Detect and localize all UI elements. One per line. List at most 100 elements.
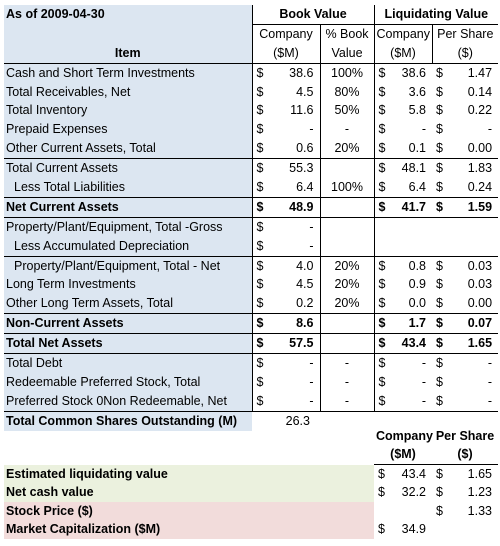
lv-currency — [373, 217, 393, 237]
table-row: Total Net Assets $57.5 $43.4 $1.65 — [4, 333, 499, 355]
pct-book: 20% — [319, 294, 375, 314]
table-row: Other Current Assets, Total $0.6 20% $0.1 $0… — [4, 139, 498, 159]
ps-currency: $ — [436, 65, 443, 80]
lv-per-share: - — [487, 355, 493, 370]
lv-company: 5.8 — [408, 103, 427, 118]
book-value: - — [309, 238, 314, 253]
lv-currency: $ — [373, 372, 393, 392]
pct-book: - — [319, 120, 375, 140]
summary-per-share-currency — [432, 521, 450, 540]
book-value: - — [309, 122, 314, 137]
row-label: Property/Plant/Equipment, Total -Gross — [4, 217, 252, 237]
table-row: Preferred Stock 0Non Redeemable, Net $ - - $… — [4, 391, 498, 412]
lv-per-share: 1.59 — [450, 196, 499, 218]
ps-currency: $ — [436, 141, 443, 156]
summary-per-share-value: 1.23 — [467, 485, 493, 500]
pct-book: 50% — [319, 101, 375, 121]
pct-book — [319, 158, 375, 179]
lv-per-share: - — [487, 393, 493, 408]
lv-per-share: - — [487, 122, 493, 137]
ps-currency: $ — [432, 313, 451, 335]
lv-company: 1.7 — [392, 313, 433, 335]
lv-per-share: 0.14 — [467, 84, 493, 99]
lv-per-share: 0.22 — [467, 103, 493, 118]
lv-company: 38.6 — [401, 65, 427, 80]
liquidating-value-header: Liquidating Value — [373, 5, 499, 25]
row-label: Cash and Short Term Investments — [4, 63, 252, 83]
lv-per-share: 1.83 — [450, 158, 499, 179]
book-currency: $ — [251, 158, 270, 179]
table-row: Total Inventory $11.6 50% $5.8 $0.22 — [4, 101, 498, 121]
summary-per-share-value — [450, 521, 498, 540]
book-value: 38.6 — [289, 65, 314, 80]
lv-per-share: 0.03 — [467, 277, 493, 292]
table-row: Cash and Short Term Investments $38.6 100%… — [4, 63, 498, 83]
ps-currency: $ — [436, 84, 443, 99]
summary-company-currency: $ — [378, 522, 385, 537]
lv-company: 41.7 — [392, 196, 433, 218]
book-currency: $ — [251, 101, 270, 121]
book-currency: $ — [251, 313, 270, 335]
book-value: 4.0 — [270, 255, 320, 276]
table-row: Long Term Investments $4.5 20% $0.9 $0.03 — [4, 275, 498, 295]
lv-currency: $ — [373, 101, 393, 121]
book-value: 55.3 — [270, 158, 320, 179]
lv-currency: $ — [373, 120, 393, 140]
item-col-header: Item — [4, 43, 252, 64]
book-currency: $ — [251, 333, 270, 355]
lv-company: 48.1 — [392, 158, 433, 179]
lv-company: 6.4 — [408, 179, 427, 194]
lv-company: 43.4 — [392, 333, 433, 355]
table-row: Property/Plant/Equipment, Total - Net $4.… — [4, 255, 499, 276]
table-row: Total Current Assets $55.3 $48.1 $1.83 — [4, 158, 499, 179]
ps-currency: $ — [432, 196, 451, 218]
lv-currency: $ — [373, 333, 393, 355]
pct-book — [319, 196, 375, 218]
summary-company-currency — [374, 502, 392, 521]
book-value: 4.5 — [296, 84, 314, 99]
table-row: Prepaid Expenses $ - - $ - $ - — [4, 120, 498, 140]
summary-label: Stock Price ($) — [4, 502, 374, 521]
per-share-col-header: Per Share — [431, 23, 499, 44]
book-value: 48.9 — [270, 196, 320, 218]
table-row: Redeemable Preferred Stock, Total $ - - $ - $ - — [4, 372, 498, 392]
row-label: Total Inventory — [4, 101, 252, 121]
lv-company: 0.9 — [408, 277, 427, 292]
book-currency: $ — [251, 196, 270, 218]
lv-per-share: 0.24 — [467, 179, 493, 194]
lv-per-share — [450, 237, 498, 256]
row-label: Other Current Assets, Total — [4, 139, 252, 159]
row-label: Less Accumulated Depreciation — [4, 236, 252, 257]
summary-company-header: Company — [376, 428, 433, 443]
pct-book: 20% — [319, 255, 375, 276]
row-label: Prepaid Expenses — [4, 120, 252, 140]
lv-company: 3.6 — [408, 84, 427, 99]
shares-outstanding-label: Total Common Shares Outstanding (M) — [4, 410, 252, 431]
book-value: - — [309, 355, 314, 370]
row-label: Long Term Investments — [4, 275, 252, 295]
row-label: Non-Current Assets — [4, 313, 252, 335]
book-value: 11.6 — [290, 103, 314, 118]
ps-currency: $ — [436, 122, 443, 137]
lv-per-share: 0.00 — [467, 296, 493, 311]
book-currency: $ — [251, 391, 270, 412]
ps-currency — [432, 237, 450, 256]
row-label: Total Current Assets — [4, 158, 252, 179]
row-label: Redeemable Preferred Stock, Total — [4, 372, 252, 392]
ps-currency — [432, 217, 450, 236]
table-row: Less Total Liabilities $6.4 100% $6.4 $0.24 — [4, 178, 498, 198]
row-label: Total Net Assets — [4, 333, 252, 355]
ps-currency: $ — [432, 158, 451, 179]
lv-currency: $ — [373, 82, 393, 102]
lv-company-col-header: Company — [373, 23, 433, 44]
lv-company: 0.8 — [392, 255, 433, 276]
summary-company-value: 32.2 — [401, 485, 427, 500]
pct-book — [319, 313, 375, 335]
book-currency: $ — [251, 217, 270, 237]
lv-company — [392, 237, 432, 256]
shares-outstanding-value: 26.3 — [252, 410, 320, 431]
lv-currency: $ — [373, 255, 393, 276]
pct-book — [319, 333, 375, 355]
book-currency: $ — [251, 178, 270, 198]
